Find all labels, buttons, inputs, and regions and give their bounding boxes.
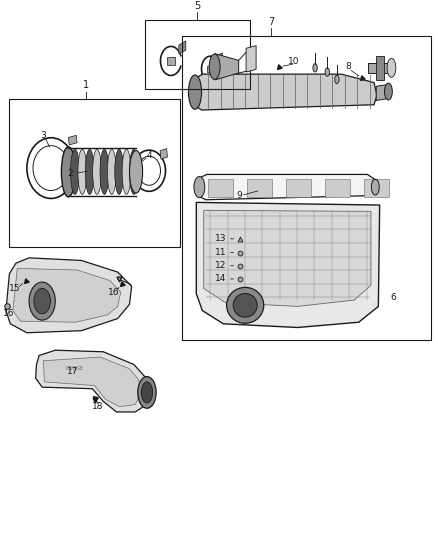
Ellipse shape [130,149,138,195]
Ellipse shape [71,149,79,195]
Ellipse shape [107,149,116,195]
Polygon shape [196,203,380,327]
Text: 6: 6 [391,293,396,302]
Ellipse shape [93,149,101,195]
Text: 11: 11 [215,248,226,257]
Bar [208,179,233,197]
Ellipse shape [387,58,396,77]
Text: 16: 16 [108,288,119,297]
Text: 16: 16 [3,309,14,318]
Text: 4: 4 [146,151,152,160]
Bar [247,179,272,197]
Ellipse shape [141,382,152,403]
Ellipse shape [138,156,160,185]
Ellipse shape [33,146,69,190]
Ellipse shape [385,83,392,100]
Ellipse shape [313,63,317,72]
Ellipse shape [61,147,75,197]
Polygon shape [13,269,121,322]
Ellipse shape [325,68,329,76]
Polygon shape [376,56,384,80]
Bar [145,20,250,89]
Polygon shape [68,135,77,145]
Text: 8: 8 [345,62,351,71]
Ellipse shape [335,75,339,84]
Polygon shape [6,258,132,333]
Polygon shape [193,74,377,110]
Text: 7: 7 [268,17,275,27]
Polygon shape [376,85,389,101]
Polygon shape [217,53,223,63]
Ellipse shape [226,287,264,324]
Ellipse shape [194,176,205,198]
Polygon shape [196,174,377,200]
Polygon shape [179,41,186,53]
Text: 15: 15 [9,284,21,293]
Polygon shape [35,350,151,412]
Polygon shape [43,357,143,407]
Polygon shape [215,53,239,80]
Text: 13: 13 [215,235,226,244]
Polygon shape [160,149,167,159]
Text: 14: 14 [215,274,226,284]
Text: 17: 17 [67,367,78,376]
Ellipse shape [115,149,124,195]
Ellipse shape [209,54,220,79]
Polygon shape [246,46,256,72]
Text: 1: 1 [83,80,89,90]
Text: 5: 5 [194,1,200,11]
Polygon shape [368,62,392,73]
Ellipse shape [138,377,156,408]
Ellipse shape [130,150,143,193]
Text: 3: 3 [41,131,46,140]
Bar [364,179,389,197]
Polygon shape [204,211,371,306]
Bar [286,179,311,197]
Bar [182,36,431,340]
Ellipse shape [188,75,201,109]
Ellipse shape [122,149,131,195]
Text: 12: 12 [215,261,226,270]
Text: 2: 2 [67,169,73,178]
Ellipse shape [371,179,379,195]
Bar [10,100,180,247]
Ellipse shape [78,149,87,195]
Ellipse shape [100,149,109,195]
Text: 9: 9 [236,191,242,200]
Ellipse shape [85,149,94,195]
Ellipse shape [29,282,55,320]
Ellipse shape [233,294,257,317]
Text: 10: 10 [288,57,300,66]
Polygon shape [166,57,175,64]
Text: DODGE: DODGE [66,366,84,371]
Ellipse shape [34,288,50,314]
Text: 18: 18 [92,402,103,411]
Bar [325,179,350,197]
Polygon shape [207,66,214,72]
